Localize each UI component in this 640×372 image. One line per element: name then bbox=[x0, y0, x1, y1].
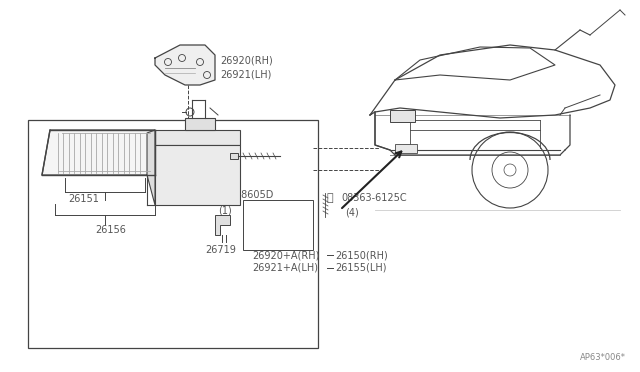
Text: 26150(RH): 26150(RH) bbox=[335, 250, 388, 260]
Polygon shape bbox=[390, 110, 415, 122]
Text: 08110-8605D: 08110-8605D bbox=[207, 190, 273, 200]
Text: (4): (4) bbox=[345, 207, 359, 217]
Text: 26921(LH): 26921(LH) bbox=[220, 69, 271, 79]
Polygon shape bbox=[185, 118, 215, 130]
Bar bbox=[230, 153, 238, 159]
Polygon shape bbox=[147, 130, 155, 205]
Text: 26156: 26156 bbox=[95, 225, 126, 235]
Polygon shape bbox=[42, 130, 155, 175]
Text: AP63*006*: AP63*006* bbox=[580, 353, 626, 362]
Text: 08363-6125C: 08363-6125C bbox=[341, 193, 406, 203]
Bar bbox=[395, 144, 417, 153]
Text: 26921+A(LH): 26921+A(LH) bbox=[252, 263, 318, 273]
Polygon shape bbox=[215, 215, 230, 235]
Text: Ⓢ: Ⓢ bbox=[326, 193, 333, 203]
Text: 26151: 26151 bbox=[68, 194, 99, 204]
Bar bbox=[243, 200, 313, 250]
Polygon shape bbox=[155, 130, 240, 145]
Text: 26719: 26719 bbox=[205, 245, 236, 255]
Text: 26155(LH): 26155(LH) bbox=[335, 263, 387, 273]
Polygon shape bbox=[155, 145, 240, 205]
Bar bbox=[28, 120, 318, 348]
Text: (1): (1) bbox=[218, 205, 232, 215]
Text: 26920(RH): 26920(RH) bbox=[220, 55, 273, 65]
Text: Ⓑ: Ⓑ bbox=[195, 190, 201, 200]
Text: 26920+A(RH): 26920+A(RH) bbox=[252, 250, 319, 260]
Polygon shape bbox=[155, 45, 215, 85]
